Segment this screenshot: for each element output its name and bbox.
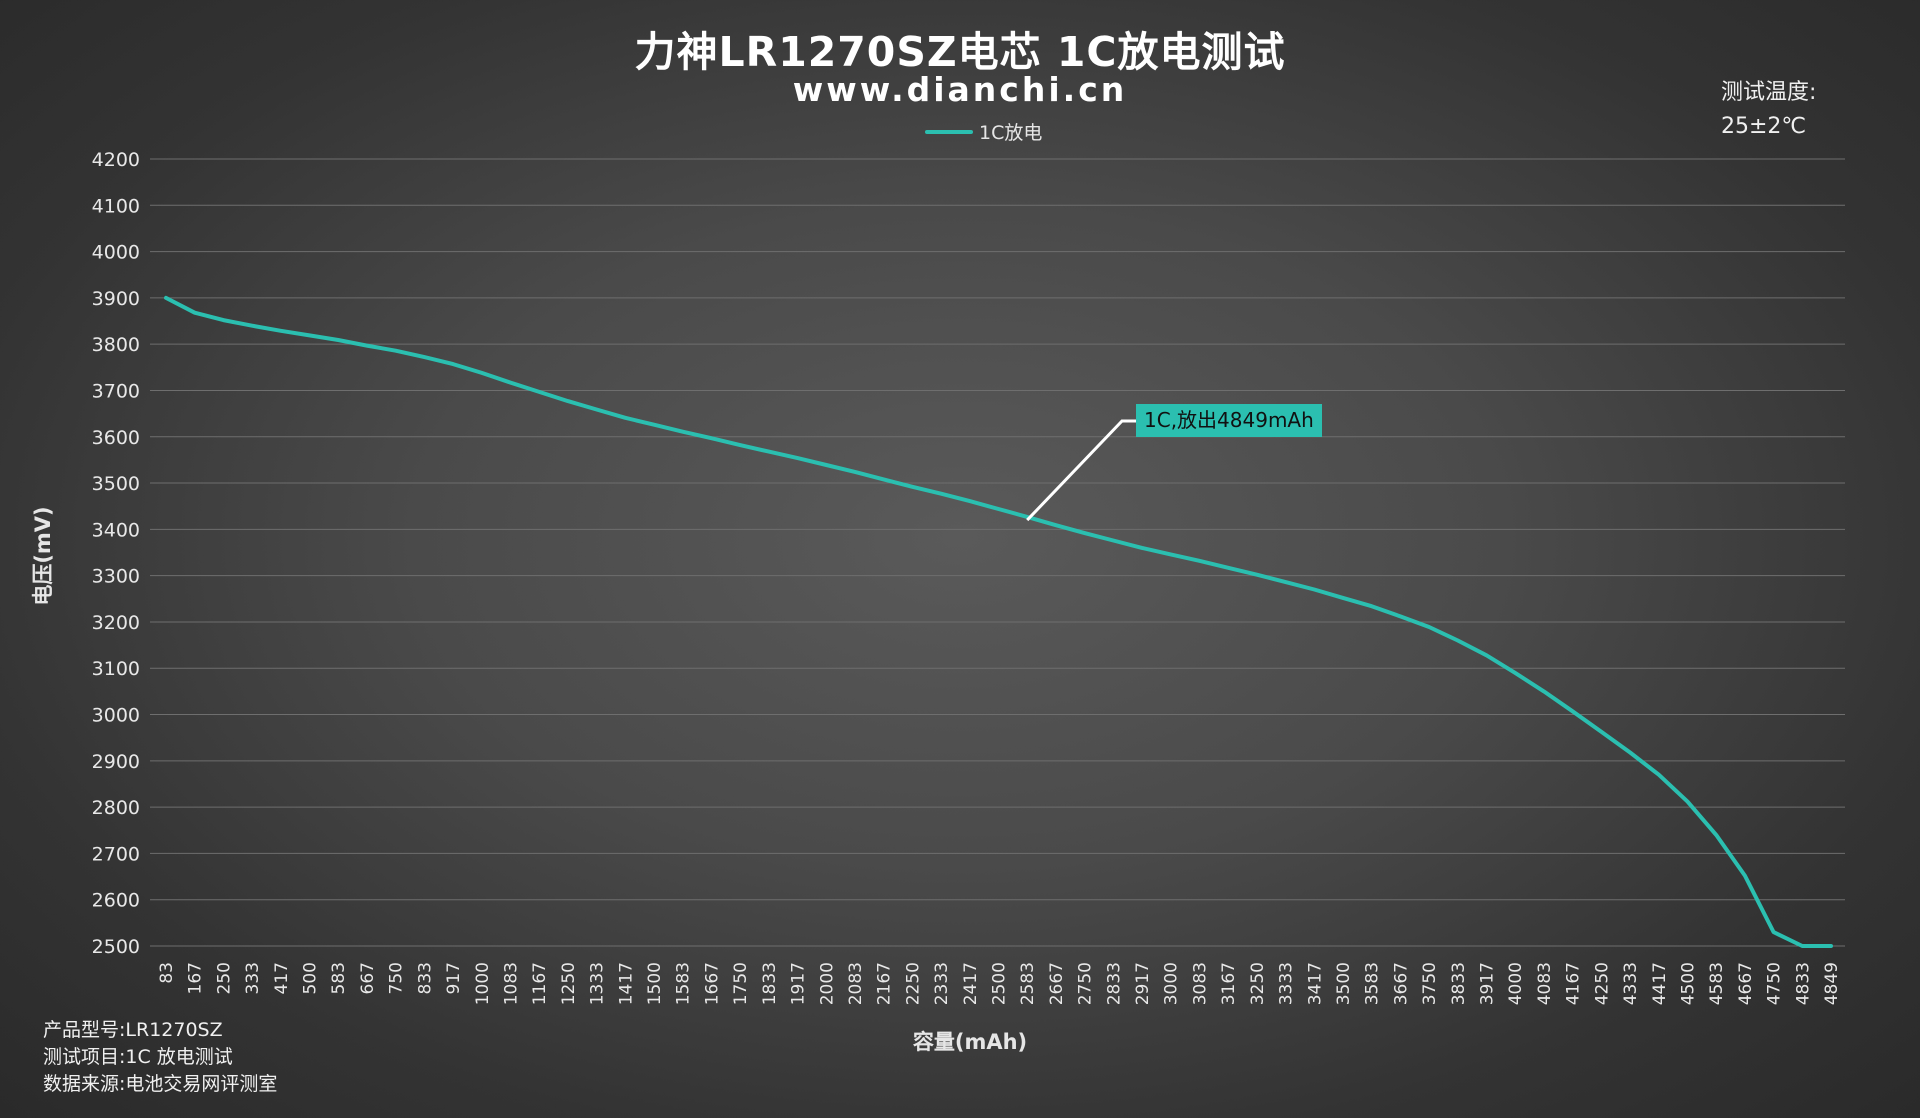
info-block: 产品型号:LR1270SZ 测试项目:1C 放电测试 数据来源:电池交易网评测室: [43, 1017, 277, 1098]
info-model: 产品型号:LR1270SZ: [43, 1019, 223, 1041]
x-tick-label: 1583: [674, 962, 694, 1005]
x-tick-label: 1750: [731, 962, 751, 1005]
x-tick-label: 1500: [645, 962, 665, 1005]
x-tick-label: 1250: [559, 962, 579, 1005]
x-tick-label: 4417: [1650, 962, 1670, 1005]
x-tick-label: 4083: [1535, 962, 1555, 1005]
y-tick-label: 2500: [92, 936, 140, 958]
legend-swatch: [925, 129, 973, 134]
temperature-value: 25±2℃: [1721, 114, 1807, 139]
x-tick-label: 750: [387, 962, 407, 994]
x-tick-label: 3333: [1277, 962, 1297, 1005]
test-temperature: 测试温度: 25±2℃: [1721, 76, 1816, 144]
x-tick-label: 3583: [1363, 962, 1383, 1005]
x-tick-label: 1083: [501, 962, 521, 1005]
y-tick-label: 3200: [92, 612, 140, 634]
x-tick-label: 1333: [588, 962, 608, 1005]
x-tick-label: 2167: [875, 962, 895, 1005]
temperature-label: 测试温度:: [1721, 80, 1817, 105]
x-tick-label: 3417: [1305, 962, 1325, 1005]
x-tick-label: 4833: [1793, 962, 1813, 1005]
x-tick-label: 167: [186, 962, 206, 994]
chart-subtitle: www.dianchi.cn: [792, 70, 1128, 109]
y-tick-label: 3100: [92, 658, 140, 680]
y-tick-label: 2900: [92, 751, 140, 773]
x-tick-label: 250: [214, 962, 234, 994]
x-tick-label: 2250: [903, 962, 923, 1005]
y-tick-label: 3500: [92, 473, 140, 495]
y-tick-label: 3900: [92, 288, 140, 310]
annotation-leader-line: [1026, 419, 1136, 522]
x-tick-label: 2417: [961, 962, 981, 1005]
y-tick-label: 3300: [92, 566, 140, 588]
x-tick-label: 2750: [1076, 962, 1096, 1005]
y-tick-label: 2700: [92, 843, 140, 865]
x-tick-label: 1917: [789, 962, 809, 1005]
x-tick-label: 1833: [760, 962, 780, 1005]
x-tick-label: 2833: [1104, 962, 1124, 1005]
x-tick-label: 3667: [1391, 962, 1411, 1005]
y-tick-label: 3800: [92, 334, 140, 356]
x-tick-label: 4667: [1736, 962, 1756, 1005]
x-tick-label: 4750: [1765, 962, 1785, 1005]
y-tick-label: 4200: [92, 149, 140, 171]
x-tick-label: 3833: [1449, 962, 1469, 1005]
annotation-label: 1C,放出4849mAh: [1136, 404, 1322, 437]
x-tick-label: 3250: [1248, 962, 1268, 1005]
y-axis-label: 电压(mV): [31, 506, 55, 606]
x-tick-label: 2583: [1018, 962, 1038, 1005]
x-tick-label: 3750: [1420, 962, 1440, 1005]
x-tick-label: 4333: [1621, 962, 1641, 1005]
info-source: 数据来源:电池交易网评测室: [43, 1073, 278, 1095]
x-tick-label: 1000: [473, 962, 493, 1005]
x-tick-label: 83: [157, 962, 177, 984]
x-tick-label: 1417: [616, 962, 636, 1005]
info-item: 测试项目:1C 放电测试: [43, 1046, 233, 1068]
series-line-1c: [164, 295, 1833, 948]
x-tick-label: 4250: [1592, 962, 1612, 1005]
x-tick-label: 917: [444, 962, 464, 994]
x-tick-label: 333: [243, 962, 263, 994]
x-tick-label: 3083: [1190, 962, 1210, 1005]
x-axis-label: 容量(mAh): [912, 1030, 1028, 1054]
x-tick-label: 1667: [702, 962, 722, 1005]
x-tick-label: 667: [358, 962, 378, 994]
x-tick-label: 500: [301, 962, 321, 994]
x-tick-label: 4167: [1564, 962, 1584, 1005]
x-tick-label: 4583: [1707, 962, 1727, 1005]
x-tick-label: 3500: [1334, 962, 1354, 1005]
x-tick-label: 2917: [1133, 962, 1153, 1005]
x-tick-label: 2667: [1047, 962, 1067, 1005]
x-tick-label: 583: [329, 962, 349, 994]
x-tick-label: 2083: [846, 962, 866, 1005]
y-tick-label: 4100: [92, 195, 140, 217]
y-tick-label: 3000: [92, 705, 140, 727]
y-tick-label: 2800: [92, 797, 140, 819]
y-tick-label: 3400: [92, 519, 140, 541]
x-tick-label: 2000: [817, 962, 837, 1005]
x-tick-label: 3917: [1478, 962, 1498, 1005]
legend: 1C放电: [925, 118, 1042, 145]
x-tick-label: 417: [272, 962, 292, 994]
x-tick-label: 4500: [1678, 962, 1698, 1005]
y-tick-label: 2600: [92, 890, 140, 912]
x-tick-label: 4000: [1506, 962, 1526, 1005]
x-tick-label: 833: [415, 962, 435, 994]
x-tick-label: 1167: [530, 962, 550, 1005]
x-tick-label: 2500: [990, 962, 1010, 1005]
y-tick-label: 3700: [92, 380, 140, 402]
chart-title: 力神LR1270SZ电芯 1C放电测试: [634, 28, 1286, 76]
x-tick-label: 4849: [1822, 962, 1842, 1005]
y-tick-label: 3600: [92, 427, 140, 449]
x-tick-label: 3000: [1162, 962, 1182, 1005]
x-tick-label: 2333: [932, 962, 952, 1005]
legend-label: 1C放电: [979, 122, 1043, 144]
y-tick-label: 4000: [92, 242, 140, 264]
x-tick-label: 3167: [1219, 962, 1239, 1005]
